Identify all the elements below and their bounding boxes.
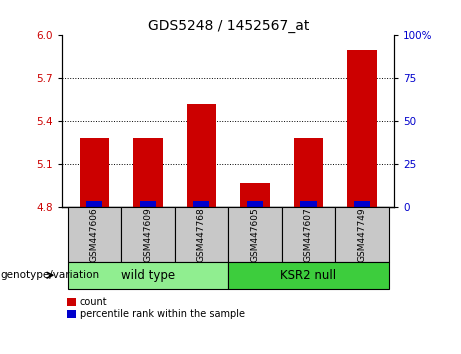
- Text: GSM447606: GSM447606: [90, 207, 99, 262]
- Bar: [121, 207, 175, 262]
- Bar: [86, 201, 102, 207]
- Title: GDS5248 / 1452567_at: GDS5248 / 1452567_at: [148, 19, 309, 33]
- Bar: [228, 207, 282, 262]
- Text: GSM447605: GSM447605: [250, 207, 260, 262]
- Bar: [68, 262, 228, 289]
- Bar: [354, 201, 370, 207]
- Bar: [194, 201, 209, 207]
- Text: wild type: wild type: [121, 269, 175, 282]
- Bar: [80, 138, 109, 207]
- Bar: [140, 201, 156, 207]
- Legend: count, percentile rank within the sample: count, percentile rank within the sample: [67, 297, 245, 319]
- Bar: [347, 50, 377, 207]
- Bar: [68, 207, 121, 262]
- Bar: [175, 207, 228, 262]
- Bar: [228, 262, 389, 289]
- Bar: [294, 138, 323, 207]
- Bar: [247, 201, 263, 207]
- Text: GSM447768: GSM447768: [197, 207, 206, 262]
- Bar: [133, 138, 163, 207]
- Bar: [282, 207, 335, 262]
- Text: genotype/variation: genotype/variation: [0, 270, 99, 280]
- Bar: [240, 183, 270, 207]
- Text: GSM447749: GSM447749: [358, 207, 366, 262]
- Text: GSM447609: GSM447609: [143, 207, 153, 262]
- Bar: [301, 201, 317, 207]
- Text: KSR2 null: KSR2 null: [280, 269, 337, 282]
- Bar: [187, 104, 216, 207]
- Bar: [335, 207, 389, 262]
- Text: GSM447607: GSM447607: [304, 207, 313, 262]
